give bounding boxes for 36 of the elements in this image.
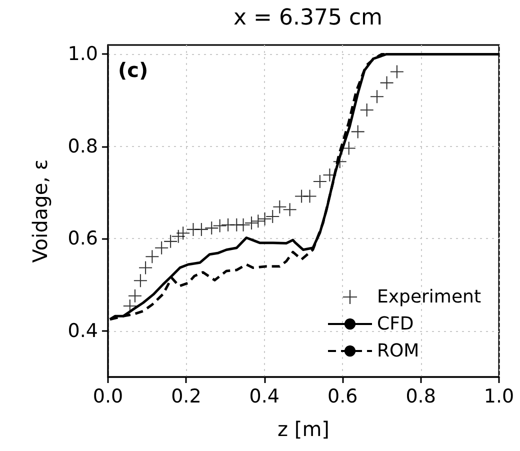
point	[155, 241, 168, 254]
y-tick-label: 1.0	[68, 43, 98, 66]
point	[176, 226, 190, 240]
x-tick-label: 1.0	[484, 386, 514, 408]
x-axis-title: z [m]	[278, 417, 330, 441]
x-tick-label: 0.4	[249, 386, 280, 408]
point	[266, 210, 280, 224]
point	[164, 234, 178, 248]
annotation: (c)	[118, 58, 148, 82]
y-axis-title: Voidage, ε	[28, 159, 52, 263]
y-tick-label: 0.4	[68, 320, 98, 342]
point	[313, 174, 326, 188]
point	[303, 190, 316, 203]
x-tick-label: 0.2	[171, 386, 202, 408]
point	[390, 65, 404, 78]
x-tick-label: 0.8	[406, 386, 436, 408]
point	[351, 125, 364, 138]
x-tick-label: 0.0	[92, 386, 124, 408]
legend-label: CFD	[377, 314, 414, 334]
point	[128, 289, 142, 302]
point	[273, 200, 286, 214]
point	[380, 76, 394, 90]
legend-label: Experiment	[377, 286, 482, 308]
point	[134, 274, 147, 288]
legend-label: ROM	[377, 340, 420, 362]
chart-title: x = 6.375 cm	[234, 6, 382, 30]
point	[139, 261, 152, 274]
point	[360, 104, 374, 117]
point	[370, 90, 384, 104]
x-tick-label: 0.6	[327, 386, 358, 408]
point	[283, 203, 296, 216]
y-tick-label: 0.6	[68, 228, 98, 250]
point	[146, 250, 159, 264]
point	[194, 222, 208, 236]
point	[342, 142, 356, 155]
y-tick-label: 0.8	[68, 135, 98, 158]
